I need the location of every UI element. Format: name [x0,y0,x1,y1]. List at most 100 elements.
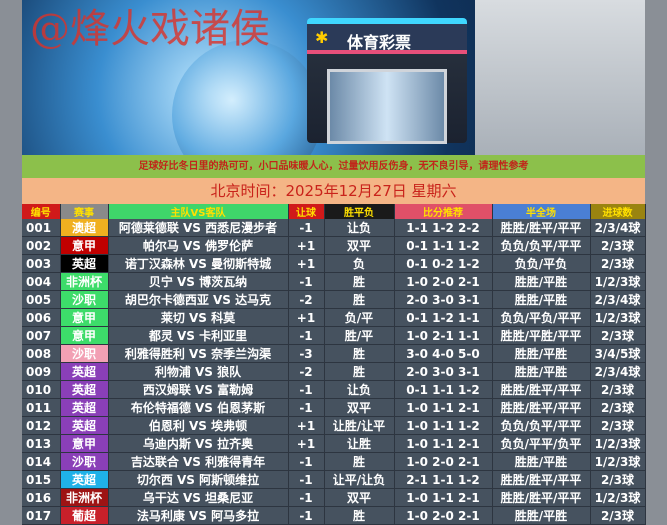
match-number: 014 [22,452,61,471]
half-full-pick: 负负/负平/平平 [492,236,591,255]
league-badge: 意甲 [60,308,109,327]
table-row: 005 沙职 胡巴尔卡德西亚 VS 达马克 -2 胜 2-0 3-0 3-1 胜胜/平胜 2/… [22,290,646,309]
header-handicap: 让球 [288,204,325,219]
handicap: -1 [288,398,325,417]
handicap: -2 [288,290,325,309]
match-number: 010 [22,380,61,399]
result-pick: 胜 [324,344,395,363]
goals-pick: 1/2/3球 [590,272,646,291]
poster: ✱ 体育彩票 @烽火戏诸侯 足球好比冬日里的热可可，小口品味暖人心，过量饮用反伤… [22,0,646,525]
league-badge: 沙职 [60,290,109,309]
result-pick: 让负 [324,219,395,237]
goals-pick: 1/2/3球 [590,308,646,327]
goals-pick: 3/4/5球 [590,344,646,363]
score-pick: 0-1 1-2 1-1 [394,308,493,327]
score-pick: 0-1 1-1 1-2 [394,380,493,399]
table-row: 014 沙职 吉达联合 VS 利雅得青年 -1 胜 1-0 2-0 2-1 胜胜/平胜 1/2… [22,452,646,471]
score-pick: 1-0 1-1 1-2 [394,416,493,435]
match-number: 008 [22,344,61,363]
handicap: -1 [288,506,325,525]
handicap: -1 [288,326,325,345]
handicap: -2 [288,362,325,381]
match-number: 002 [22,236,61,255]
half-full-pick: 负负/负平/平平 [492,416,591,435]
match-teams: 贝宁 VS 博茨瓦纳 [108,272,289,291]
match-number: 005 [22,290,61,309]
result-pick: 胜/平 [324,326,395,345]
league-badge: 非洲杯 [60,488,109,507]
score-pick: 2-0 3-0 3-1 [394,290,493,309]
goals-pick: 2/3球 [590,236,646,255]
match-number: 006 [22,308,61,327]
match-teams: 胡巴尔卡德西亚 VS 达马克 [108,290,289,309]
league-badge: 葡超 [60,506,109,525]
score-pick: 1-1 1-2 2-2 [394,219,493,237]
match-number: 015 [22,470,61,489]
handicap: -1 [288,452,325,471]
handicap: +1 [288,416,325,435]
goals-pick: 2/3球 [590,398,646,417]
table-row: 016 非洲杯 乌干达 VS 坦桑尼亚 -1 双平 1-0 1-1 2-1 胜胜/胜平/平平… [22,488,646,507]
goals-pick: 2/3球 [590,254,646,273]
goals-pick: 2/3球 [590,416,646,435]
table-row: 017 葡超 法马利康 VS 阿马多拉 -1 胜 1-0 2-0 2-1 胜胜/平胜 2/3球 [22,506,646,525]
match-number: 003 [22,254,61,273]
shop-sign: ✱ 体育彩票 [307,24,467,54]
league-badge: 英超 [60,254,109,273]
half-full-pick: 胜胜/平胜 [492,362,591,381]
header-league: 赛事 [60,204,109,219]
result-pick: 双平 [324,398,395,417]
result-pick: 胜 [324,506,395,525]
half-full-pick: 负负/平负 [492,254,591,273]
score-pick: 0-1 1-1 1-2 [394,236,493,255]
result-pick: 胜 [324,290,395,309]
notice-text: 足球好比冬日里的热可可，小口品味暖人心，过量饮用反伤身，无不良引导，请理性参考 [22,155,645,178]
goals-pick: 2/3/4球 [590,362,646,381]
table-row: 008 沙职 利雅得胜利 VS 奈季兰沟渠 -3 胜 3-0 4-0 5-0 胜胜/平胜 3/… [22,344,646,363]
half-full-pick: 负负/平平/负平 [492,434,591,453]
goals-pick: 2/3球 [590,506,646,525]
result-pick: 胜 [324,452,395,471]
half-full-pick: 胜胜/平胜 [492,452,591,471]
date-line: 北京时间：2025年12月27日 星期六 [22,178,645,204]
match-number: 001 [22,219,61,237]
match-number: 009 [22,362,61,381]
match-teams: 吉达联合 VS 利雅得青年 [108,452,289,471]
watermark: @烽火戏诸侯 [30,6,270,52]
lottery-shop-graphic: ✱ 体育彩票 [307,18,467,144]
match-number: 004 [22,272,61,291]
match-teams: 伯恩利 VS 埃弗顿 [108,416,289,435]
league-badge: 意甲 [60,434,109,453]
match-table: 编号 赛事 主队VS客队 让球 胜平负 比分推荐 半全场 进球数 001 澳超 阿德莱德联 VS … [22,204,646,525]
result-pick: 让胜/让平 [324,416,395,435]
half-full-pick: 胜胜/平胜 [492,344,591,363]
match-teams: 乌迪内斯 VS 拉齐奥 [108,434,289,453]
match-teams: 利雅得胜利 VS 奈季兰沟渠 [108,344,289,363]
header-match: 主队VS客队 [108,204,289,219]
handicap: +1 [288,254,325,273]
handicap: +1 [288,236,325,255]
handicap: -1 [288,219,325,237]
league-badge: 沙职 [60,344,109,363]
half-full-pick: 胜胜/胜平/平平 [492,488,591,507]
handicap: +1 [288,434,325,453]
shop-door [327,69,447,144]
handicap: -1 [288,470,325,489]
table-row: 015 英超 切尔西 VS 阿斯顿维拉 -1 让平/让负 2-1 1-1 1-2 胜胜/胜平… [22,470,646,489]
table-row: 010 英超 西汉姆联 VS 富勒姆 -1 让负 0-1 1-1 1-2 胜胜/胜平/平平 2… [22,380,646,399]
league-badge: 意甲 [60,236,109,255]
result-pick: 胜 [324,362,395,381]
match-number: 016 [22,488,61,507]
match-teams: 切尔西 VS 阿斯顿维拉 [108,470,289,489]
league-badge: 英超 [60,470,109,489]
header-goals: 进球数 [590,204,646,219]
header-result: 胜平负 [324,204,395,219]
result-pick: 让胜 [324,434,395,453]
league-badge: 沙职 [60,452,109,471]
table-row: 007 意甲 都灵 VS 卡利亚里 -1 胜/平 1-0 2-1 1-1 胜胜/平胜/平平 2… [22,326,646,345]
score-pick: 1-0 1-1 2-1 [394,488,493,507]
league-badge: 英超 [60,416,109,435]
match-teams: 都灵 VS 卡利亚里 [108,326,289,345]
goals-pick: 1/2/3球 [590,452,646,471]
match-teams: 莱切 VS 科莫 [108,308,289,327]
